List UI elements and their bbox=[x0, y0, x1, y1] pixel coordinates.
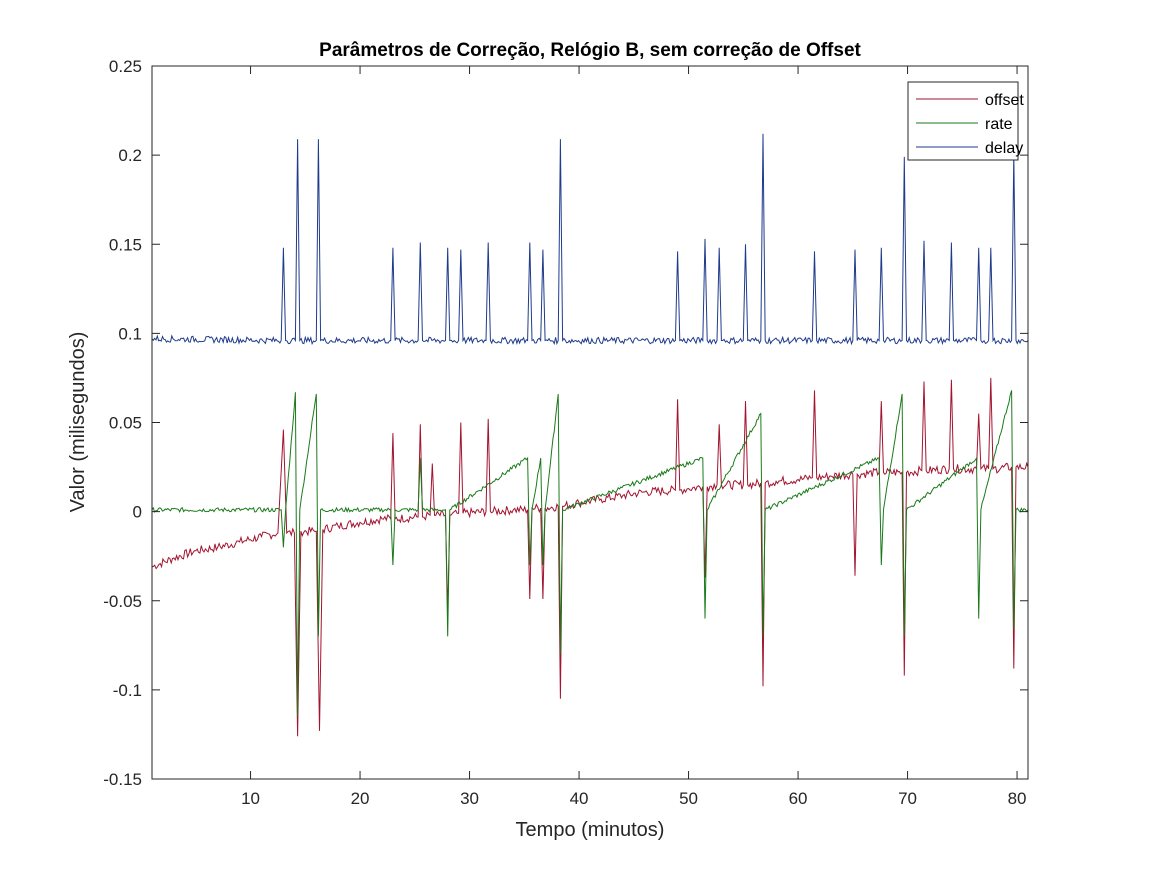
y-axis-label: Valor (milisegundos) bbox=[67, 332, 89, 513]
x-tick-label: 10 bbox=[241, 789, 260, 808]
x-tick-label: 60 bbox=[789, 789, 808, 808]
y-tick-label: -0.05 bbox=[103, 592, 142, 611]
y-tick-label: 0 bbox=[133, 503, 142, 522]
x-tick-label: 50 bbox=[679, 789, 698, 808]
legend-label-rate: rate bbox=[985, 116, 1013, 133]
y-tick-label: -0.15 bbox=[103, 770, 142, 789]
x-axis-label: Tempo (minutos) bbox=[516, 819, 665, 841]
series-line-offset bbox=[151, 377, 1029, 737]
legend-label-offset: offset bbox=[985, 92, 1024, 109]
legend-label-delay: delay bbox=[985, 140, 1023, 157]
legend: offset rate delay bbox=[907, 81, 1024, 161]
x-tick-label: 70 bbox=[898, 789, 917, 808]
x-tick-label: 40 bbox=[570, 789, 589, 808]
y-tick-label: 0.05 bbox=[109, 414, 142, 433]
y-tick-label: -0.1 bbox=[113, 681, 142, 700]
series-line-rate bbox=[151, 390, 1029, 717]
ticks-layer: 10 20 30 40 50 60 70 80 -0.15 -0.1 -0.05 0 0.05 0.1 0.… bbox=[103, 57, 1028, 808]
y-tick-label: 0.2 bbox=[118, 146, 142, 165]
y-tick-label: 0.25 bbox=[109, 57, 142, 76]
series-line-delay bbox=[151, 133, 1029, 346]
x-tick-label: 20 bbox=[351, 789, 370, 808]
plot-area bbox=[152, 66, 1028, 779]
y-tick-label: 0.15 bbox=[109, 235, 142, 254]
series-layer bbox=[151, 133, 1029, 737]
y-tick-label: 0.1 bbox=[118, 324, 142, 343]
x-tick-label: 30 bbox=[460, 789, 479, 808]
chart-title: Parâmetros de Correção, Relógio B, sem c… bbox=[319, 40, 861, 61]
x-tick-label: 80 bbox=[1008, 789, 1027, 808]
